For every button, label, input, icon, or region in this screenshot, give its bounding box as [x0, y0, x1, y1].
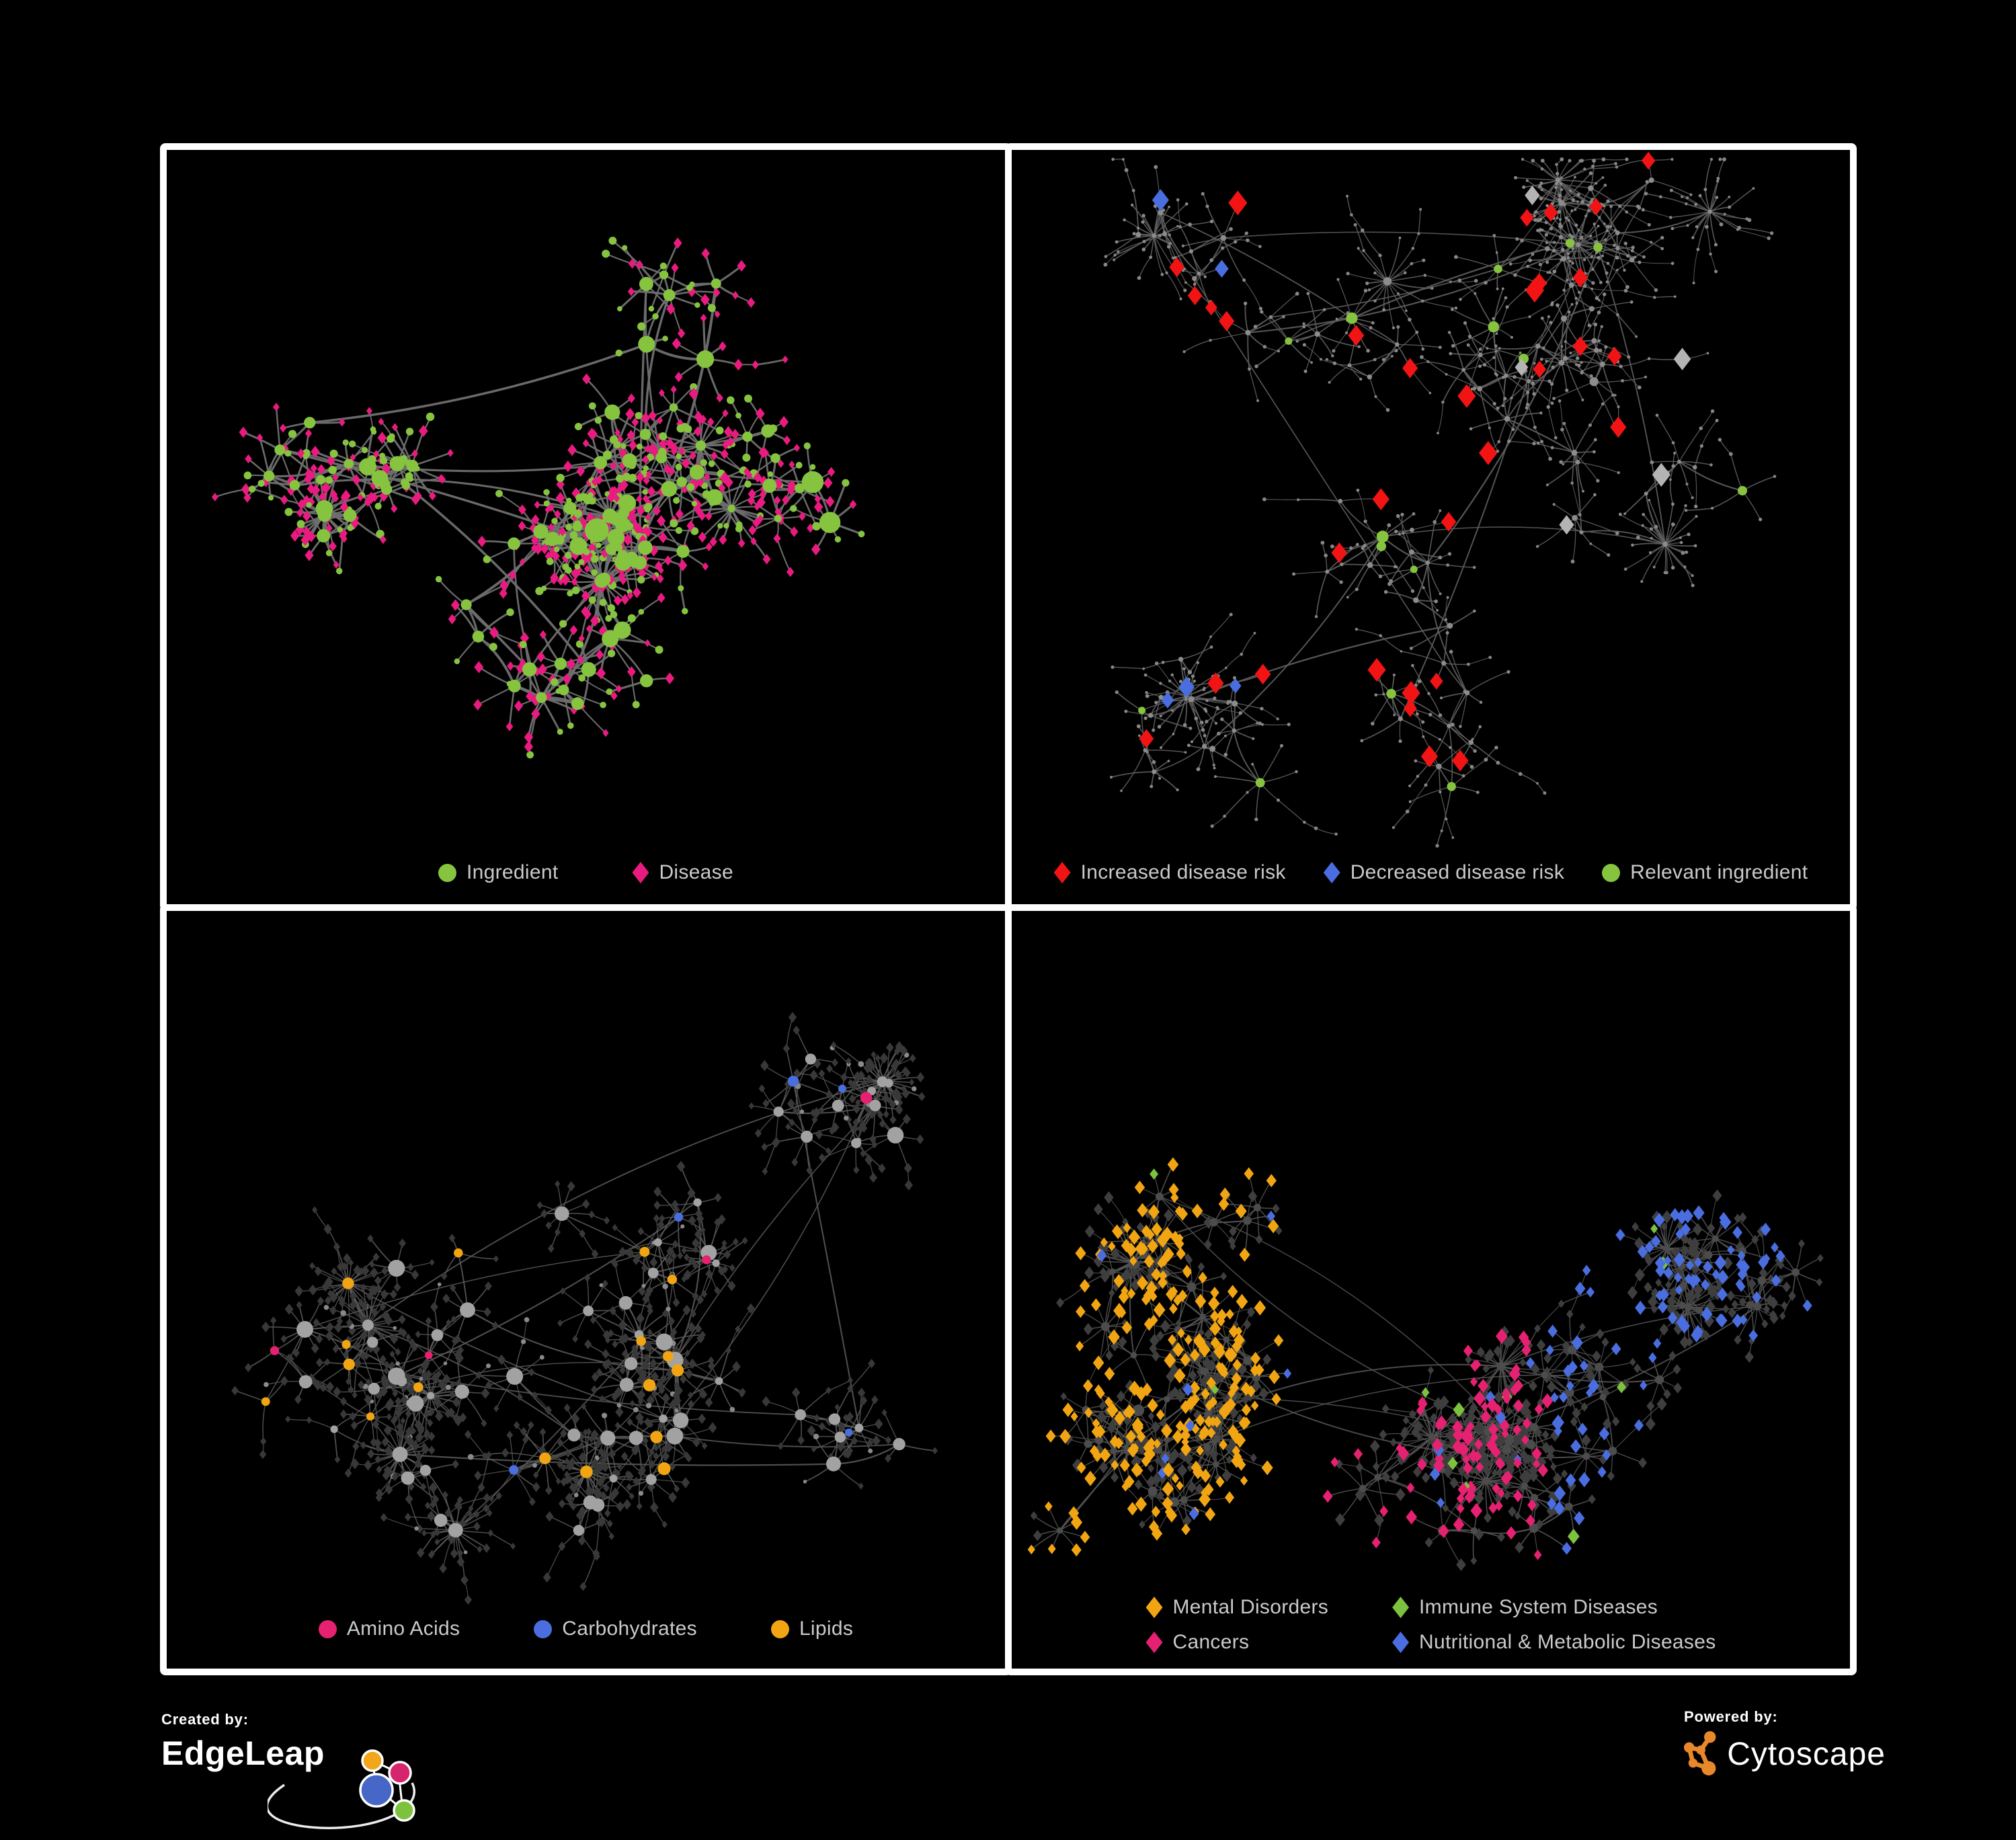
legend-item-amino-acids: Amino Acids — [318, 1617, 460, 1640]
diamond-marker-icon — [632, 862, 649, 883]
created-by-block: Created by: EdgeLeap — [161, 1711, 444, 1829]
legend-item-cancers: Cancers — [1145, 1631, 1329, 1654]
legend-label: Cancers — [1172, 1631, 1250, 1653]
network-canvas-disease-risk — [1103, 151, 1777, 848]
diamond-marker-icon — [1323, 862, 1340, 883]
legend-disease-risk: Increased disease risk Decreased disease … — [1012, 861, 1850, 884]
legend-label: Amino Acids — [346, 1617, 460, 1640]
circle-marker-icon — [438, 863, 457, 882]
network-canvas-ingredients-diseases — [211, 237, 865, 759]
circle-marker-icon — [534, 1619, 553, 1638]
panel-ingredients-diseases: Ingredient Disease — [160, 143, 1012, 911]
edgeleap-wordmark: EdgeLeap — [161, 1734, 325, 1772]
circle-marker-icon — [1602, 863, 1621, 882]
diamond-marker-icon — [1145, 1597, 1163, 1618]
legend-item-disease: Disease — [632, 861, 733, 884]
legend-item-ingredient: Ingredient — [438, 861, 558, 884]
circle-marker-icon — [318, 1619, 337, 1638]
powered-by-block: Powered by: Cytoscape — [1684, 1708, 1886, 1796]
panel-disease-categories: Mental Disorders Immune System Diseases Ca… — [1005, 904, 1857, 1675]
legend-label: Immune System Diseases — [1419, 1596, 1658, 1618]
legend-compound-classes: Amino Acids Carbohydrates Lipids — [167, 1617, 1005, 1640]
network-canvas-compound-classes — [231, 1012, 938, 1605]
panel-compound-classes: Amino Acids Carbohydrates Lipids — [160, 904, 1012, 1675]
legend-item-nutritional-metabolic-diseases: Nutritional & Metabolic Diseases — [1392, 1631, 1716, 1654]
diamond-marker-icon — [1145, 1632, 1163, 1653]
panel-disease-risk: Increased disease risk Decreased disease … — [1005, 143, 1857, 911]
network-canvas-disease-categories — [1027, 1157, 1824, 1571]
legend-label: Ingredient — [467, 861, 559, 883]
legend-disease-categories: Mental Disorders Immune System Diseases Ca… — [1012, 1596, 1850, 1654]
legend-label: Increased disease risk — [1080, 861, 1286, 883]
legend-label: Decreased disease risk — [1350, 861, 1565, 883]
legend-label: Relevant ingredient — [1630, 861, 1808, 883]
circle-marker-icon — [770, 1619, 789, 1638]
legend-label: Lipids — [799, 1617, 854, 1640]
legend-item-relevant-ingredient: Relevant ingredient — [1602, 861, 1808, 884]
legend-item-increased-disease-risk: Increased disease risk — [1053, 861, 1286, 884]
legend-label: Disease — [659, 861, 733, 883]
diamond-marker-icon — [1392, 1632, 1410, 1653]
legend-label: Nutritional & Metabolic Diseases — [1419, 1631, 1716, 1653]
legend-item-carbohydrates: Carbohydrates — [534, 1617, 697, 1640]
diamond-marker-icon — [1053, 862, 1071, 883]
legend-label: Mental Disorders — [1172, 1596, 1329, 1618]
legend-item-mental-disorders: Mental Disorders — [1145, 1596, 1329, 1619]
legend-ingredients-diseases: Ingredient Disease — [167, 861, 1005, 884]
cytoscape-logo-icon — [1684, 1731, 1716, 1775]
created-by-label: Created by: — [161, 1711, 249, 1728]
diamond-marker-icon — [1392, 1597, 1410, 1618]
powered-by-label: Powered by: — [1684, 1708, 1778, 1725]
legend-item-decreased-disease-risk: Decreased disease risk — [1323, 861, 1565, 884]
legend-label: Carbohydrates — [562, 1617, 697, 1640]
legend-item-immune-system-diseases: Immune System Diseases — [1392, 1596, 1716, 1619]
legend-item-lipids: Lipids — [770, 1617, 854, 1640]
cytoscape-wordmark: Cytoscape — [1727, 1736, 1886, 1772]
